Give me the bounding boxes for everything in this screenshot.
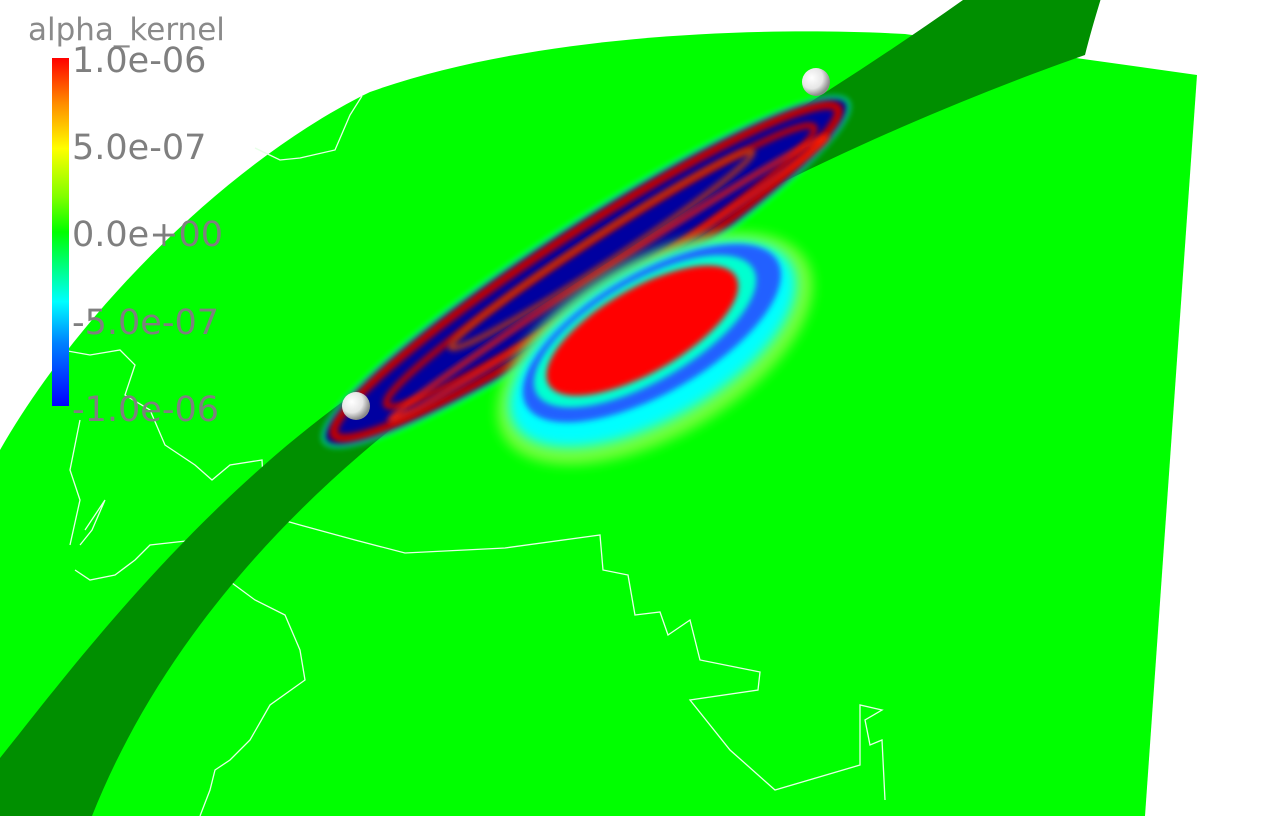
- coastline-outlines: [61, 95, 886, 817]
- colorbar-tick-upper: 5.0e-07: [72, 128, 207, 168]
- colorbar-title: alpha_kernel: [28, 12, 225, 48]
- receiver-sphere-icon[interactable]: [802, 68, 830, 96]
- colorbar-tick-max: 1.0e-06: [72, 41, 207, 81]
- colorbar-gradient: [52, 58, 69, 406]
- colorbar-tick-zero: 0.0e+00: [72, 215, 224, 255]
- colorbar-tick-lower: -5.0e-07: [72, 303, 219, 343]
- source-sphere-icon[interactable]: [342, 392, 370, 420]
- colorbar-tick-min: -1.0e-06: [72, 390, 219, 430]
- kernel-surface-lobe: [497, 232, 813, 465]
- great-circle-band: [0, 0, 1101, 816]
